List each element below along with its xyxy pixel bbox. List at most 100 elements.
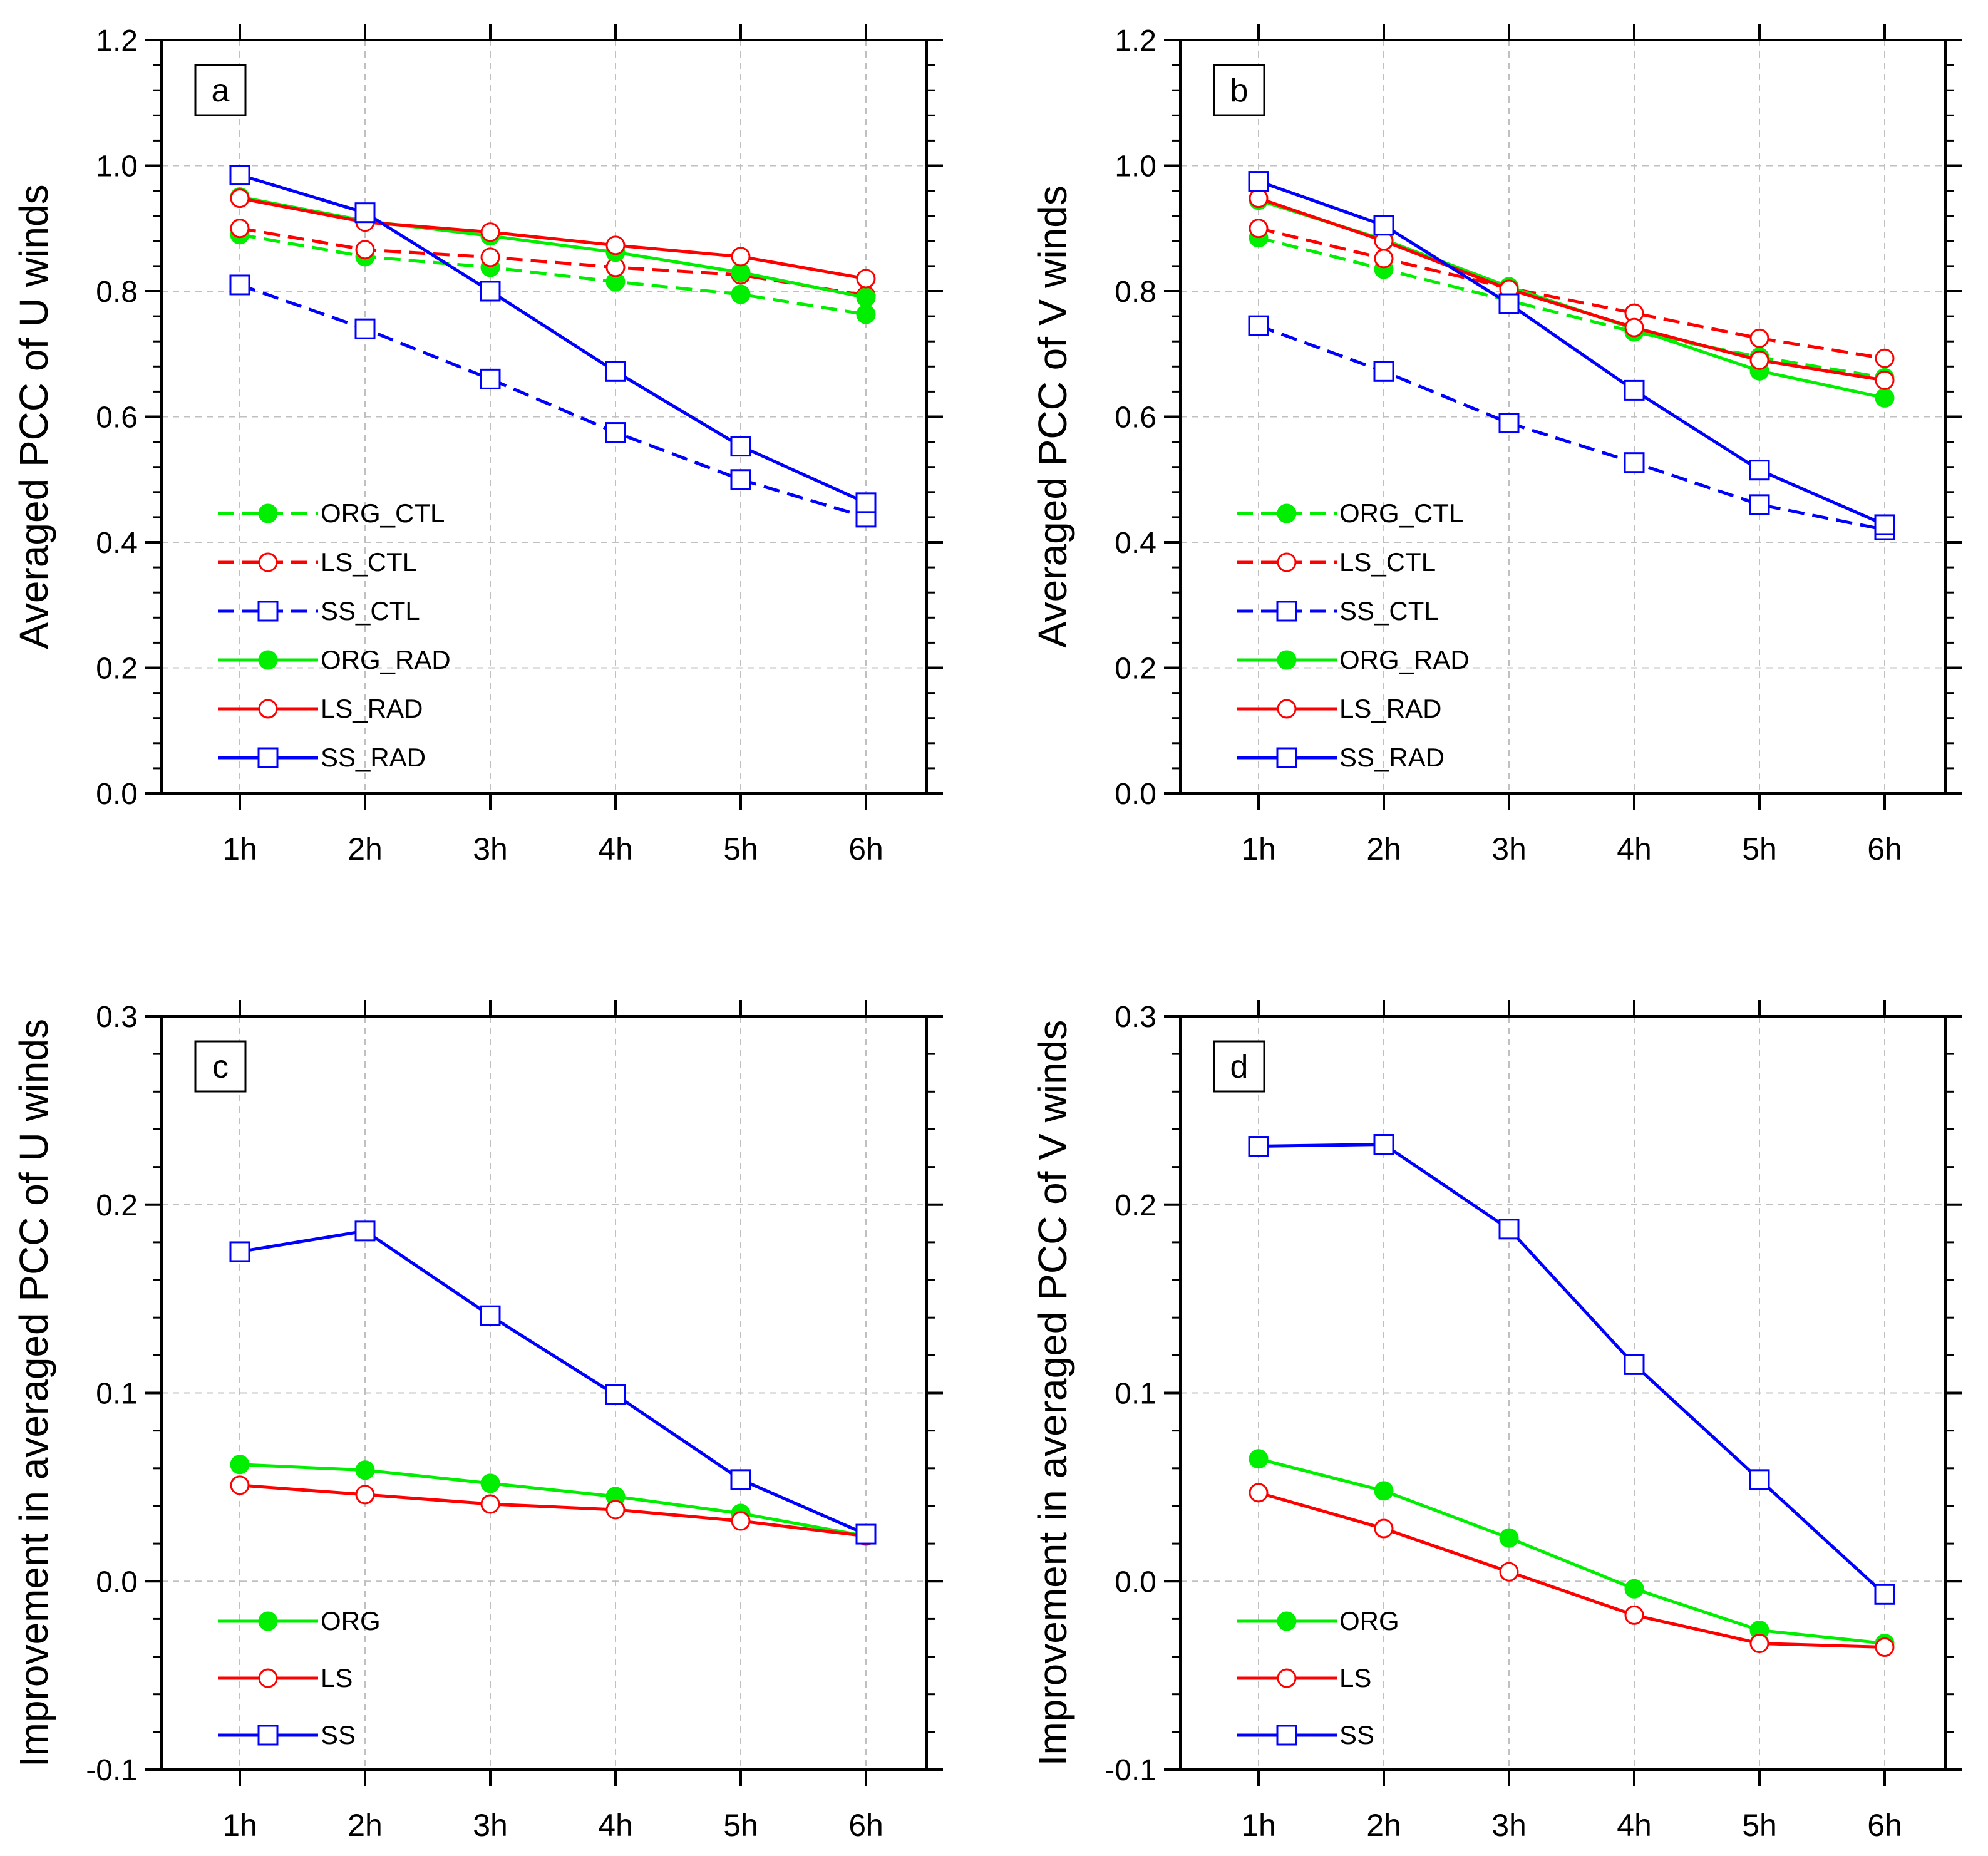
y-tick-label: 0.4: [96, 527, 138, 560]
panel-label: a: [212, 73, 230, 109]
data-point: [856, 287, 876, 307]
x-tick-label: 1h: [222, 832, 257, 867]
y-tick-label: 0.1: [96, 1378, 138, 1411]
series-org: [230, 1455, 876, 1546]
x-tick-label: 3h: [473, 832, 508, 867]
data-point: [355, 1460, 375, 1480]
y-tick-label: 0.3: [96, 1001, 138, 1034]
series-ss: [1248, 1134, 1895, 1605]
legend-marker: [257, 747, 279, 768]
legend-marker: [258, 552, 278, 572]
gridlines: [162, 1016, 927, 1770]
gridlines: [1180, 40, 1945, 793]
y-tick-label: 0.4: [1115, 527, 1156, 560]
series-ls-rad: [230, 188, 876, 289]
chart-panel-a: 0.0 0.2 0.4 0.6 0.8 1.0 1.2 1h 2h 3h 4h 5h 6h Average…: [11, 24, 943, 867]
data-point: [1499, 1528, 1519, 1548]
series-ls-ctl: [1249, 219, 1895, 368]
series-line: [239, 173, 867, 505]
data-point: [731, 284, 751, 304]
x-tick-label: 6h: [848, 1808, 883, 1843]
series-line: [1258, 1142, 1886, 1596]
y-tick-label: 1.0: [1115, 150, 1156, 183]
data-point: [229, 165, 250, 186]
data-point: [480, 281, 501, 302]
data-point: [855, 492, 877, 513]
legend-marker: [258, 1611, 278, 1631]
legend-marker: [257, 1725, 279, 1746]
series-line: [1258, 1491, 1885, 1649]
x-tick-label: 1h: [222, 1808, 257, 1843]
legend-marker: [258, 650, 278, 670]
legend-item-org-rad: ORG_RAD: [1237, 645, 1470, 674]
series-line: [239, 233, 867, 316]
data-point: [480, 1473, 500, 1493]
data-point: [1373, 215, 1394, 236]
data-point: [1874, 514, 1895, 535]
x-axis: 1h 2h 3h 4h 5h 6h: [222, 24, 883, 867]
y-tick-label: -0.1: [86, 1754, 138, 1787]
legend-item-ls: LS: [218, 1663, 353, 1693]
y-axis: -0.1 0.0 0.1 0.2 0.3: [1105, 1001, 1962, 1787]
data-point: [354, 202, 376, 224]
series-line: [239, 227, 867, 297]
legend-item-ls: LS: [1237, 1663, 1371, 1693]
data-point: [1749, 328, 1769, 348]
data-point: [1874, 1584, 1895, 1605]
x-tick-label: 4h: [598, 1808, 633, 1843]
series-line: [239, 1483, 867, 1538]
legend-marker: [258, 699, 278, 719]
series-ss-ctl: [229, 274, 877, 528]
legend-marker: [1276, 1725, 1297, 1746]
data-point: [1875, 388, 1895, 408]
series-ls: [230, 1475, 876, 1546]
x-tick-label: 1h: [1241, 1808, 1276, 1843]
legend-label: ORG: [1339, 1606, 1399, 1636]
data-point: [1749, 1633, 1769, 1653]
data-point: [1373, 361, 1394, 382]
x-tick-label: 5h: [1742, 1808, 1777, 1843]
legend-label: ORG_CTL: [321, 498, 445, 528]
data-point: [230, 1475, 250, 1495]
legend-label: SS_RAD: [1339, 743, 1445, 772]
x-tick-label: 6h: [848, 832, 883, 867]
data-point: [731, 247, 751, 267]
data-point: [1875, 1637, 1895, 1658]
legend-item-ls-ctl: LS_CTL: [218, 547, 417, 577]
x-tick-label: 5h: [723, 1808, 758, 1843]
legend-marker: [1276, 747, 1297, 768]
data-point: [1498, 413, 1520, 434]
series-line: [1258, 236, 1885, 379]
y-axis: 0.0 0.2 0.4 0.6 0.8 1.0 1.2: [1115, 24, 1962, 811]
legend-item-ss: SS: [1237, 1720, 1374, 1750]
data-point: [730, 469, 751, 490]
y-tick-label: 1.2: [1115, 24, 1156, 58]
legend-marker: [1277, 1611, 1297, 1631]
data-point: [1249, 1449, 1269, 1469]
x-axis: 1h 2h 3h 4h 5h 6h: [1241, 1000, 1902, 1843]
y-tick-label: -0.1: [1105, 1754, 1156, 1787]
legend-item-ls-ctl: LS_CTL: [1237, 547, 1436, 577]
legend-marker: [1277, 552, 1297, 572]
series-org-ctl: [230, 225, 876, 324]
legend-label: ORG_RAD: [1339, 645, 1470, 674]
series-line: [239, 195, 867, 299]
legend-item-org: ORG: [1237, 1606, 1399, 1636]
x-tick-label: 4h: [598, 832, 633, 867]
data-point: [1248, 171, 1269, 192]
legend-marker: [1277, 1668, 1297, 1688]
legend-marker: [257, 601, 279, 622]
legend-label: LS_RAD: [321, 694, 423, 723]
x-tick-label: 2h: [1366, 1808, 1401, 1843]
data-point: [730, 1469, 751, 1490]
series-line: [1258, 1457, 1885, 1645]
data-point: [605, 361, 626, 382]
legend-label: LS: [321, 1663, 353, 1693]
legend: ORG LS SS: [1237, 1606, 1399, 1750]
y-tick-label: 0.2: [96, 652, 138, 686]
data-point: [229, 1241, 250, 1262]
data-point: [230, 219, 250, 239]
y-tick-label: 1.2: [96, 24, 138, 58]
legend-item-org-ctl: ORG_CTL: [1237, 498, 1463, 528]
